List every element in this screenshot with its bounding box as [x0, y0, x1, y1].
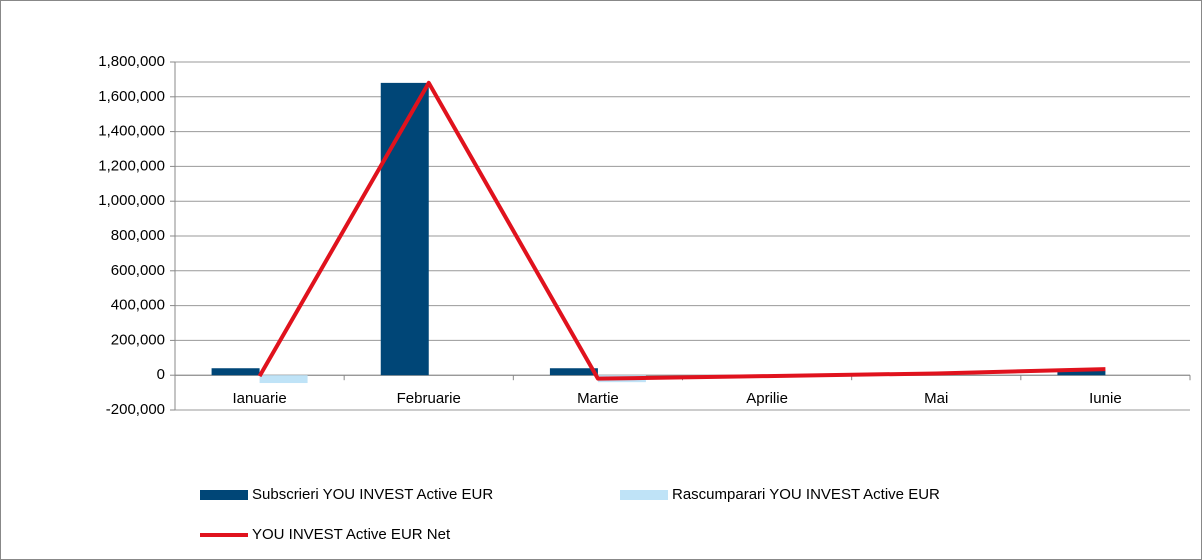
bar — [211, 368, 260, 376]
legend-label: Rascumparari YOU INVEST Active EUR — [672, 486, 940, 503]
y-tick-label: 1,600,000 — [98, 88, 165, 105]
bar — [259, 375, 308, 384]
bar — [380, 82, 429, 376]
legend-label: Subscrieri YOU INVEST Active EUR — [252, 486, 493, 503]
bar — [1057, 370, 1106, 376]
legend-swatch — [620, 490, 668, 500]
y-tick-label: 200,000 — [111, 331, 165, 348]
legend-swatch — [200, 490, 248, 500]
x-tick-label: Februarie — [397, 390, 461, 407]
line — [257, 80, 1106, 381]
y-tick-label: -200,000 — [106, 401, 165, 418]
y-tick-label: 1,200,000 — [98, 157, 165, 174]
y-tick-label: 1,400,000 — [98, 123, 165, 140]
y-tick-label: 0 — [157, 366, 165, 383]
legend-label: YOU INVEST Active EUR Net — [252, 526, 451, 543]
x-tick-label: Iunie — [1089, 390, 1122, 407]
y-tick-label: 1,800,000 — [98, 53, 165, 70]
x-tick-label: Martie — [577, 390, 619, 407]
y-tick-label: 400,000 — [111, 297, 165, 314]
x-tick-label: Ianuarie — [232, 390, 286, 407]
y-tick-label: 1,000,000 — [98, 192, 165, 209]
y-tick-label: 600,000 — [111, 262, 165, 279]
y-tick-label: 800,000 — [111, 227, 165, 244]
x-tick-label: Aprilie — [746, 390, 788, 407]
x-tick-label: Mai — [924, 390, 948, 407]
bar — [549, 368, 598, 376]
